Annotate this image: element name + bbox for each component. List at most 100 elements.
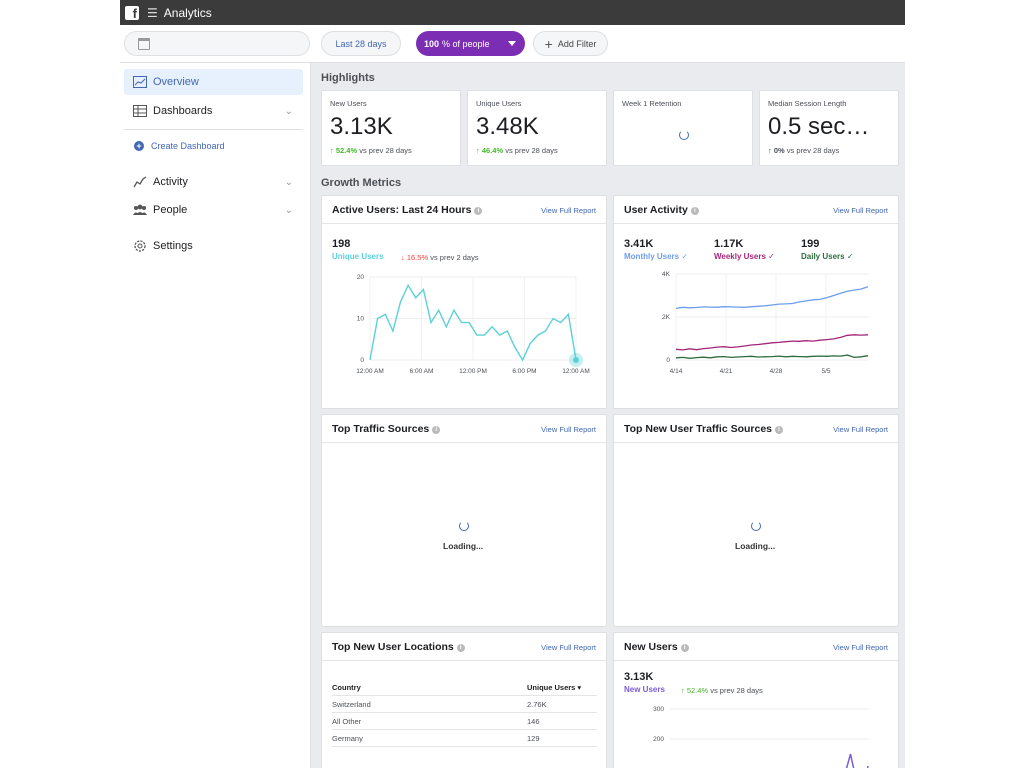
add-filter-button[interactable]: + Add Filter — [533, 31, 608, 56]
highlight-card-week1-retention[interactable]: Week 1 Retention — [613, 90, 753, 166]
x-tick-label: 12:00 AM — [562, 368, 589, 375]
highlight-card-new-users[interactable]: New Users 3.13K ↑ 52.4% vs prev 28 days — [321, 90, 461, 166]
highlight-delta: ↑ 0% vs prev 28 days — [768, 146, 839, 155]
delta-text: vs prev 28 days — [505, 146, 558, 155]
audience-dropdown[interactable]: 100 % of people — [416, 31, 525, 56]
chevron-down-icon[interactable]: ⌄ — [284, 204, 293, 216]
sidebar-item-overview[interactable]: Overview — [124, 69, 303, 95]
series-line-new-users — [845, 753, 869, 768]
y-tick-label: 2K — [662, 314, 671, 321]
metric-label: Weekly Users — [714, 252, 766, 261]
highlight-label: Unique Users — [476, 99, 522, 108]
caret-down-icon — [508, 41, 516, 46]
sidebar-item-label: Overview — [153, 76, 199, 88]
y-tick-label: 200 — [653, 736, 664, 743]
delta-text: vs prev 28 days — [710, 686, 763, 695]
sidebar-item-label: Settings — [153, 240, 193, 252]
highlight-card-session-length[interactable]: Median Session Length 0.5 sec… ↑ 0% vs p… — [759, 90, 899, 166]
x-tick-label: 5/5 — [821, 368, 830, 375]
info-icon[interactable]: i — [680, 644, 689, 652]
card-header: Top Traffic Sources i View Full Report — [322, 415, 606, 443]
sidebar-item-dashboards[interactable]: Dashboards ⌄ — [124, 98, 303, 124]
monthly-users-label[interactable]: Monthly Users ✓ — [624, 252, 688, 261]
line-chart-icon — [132, 74, 148, 90]
check-icon: ✓ — [681, 252, 689, 261]
view-full-report-link[interactable]: View Full Report — [833, 206, 888, 215]
highlight-delta: ↑ 52.4% vs prev 28 days — [330, 146, 412, 155]
card-title-text: User Activity — [624, 204, 688, 216]
card-header: New Users i View Full Report — [614, 633, 898, 661]
add-filter-label: Add Filter — [557, 38, 597, 49]
card-title: Active Users: Last 24 Hours i — [332, 204, 483, 216]
gear-icon — [132, 238, 148, 254]
highlight-card-unique-users[interactable]: Unique Users 3.48K ↑ 46.4% vs prev 28 da… — [467, 90, 607, 166]
view-full-report-link[interactable]: View Full Report — [833, 425, 888, 434]
sidebar-item-settings[interactable]: Settings — [124, 233, 303, 259]
view-full-report-link[interactable]: View Full Report — [833, 643, 888, 652]
card-header: Active Users: Last 24 Hours i View Full R… — [322, 196, 606, 224]
active-users-delta: ↓ 16.5% vs prev 2 days — [401, 253, 479, 262]
date-range-button[interactable]: Last 28 days — [321, 31, 401, 56]
table-row[interactable]: Germany 129 — [332, 730, 597, 747]
chevron-down-icon[interactable]: ⌄ — [284, 105, 293, 117]
top-traffic-sources-card: Top Traffic Sources i View Full Report Lo… — [321, 414, 607, 627]
dataset-selector[interactable] — [124, 31, 310, 56]
highlight-label: New Users — [330, 99, 367, 108]
info-icon[interactable]: i — [775, 426, 784, 434]
delta-value: 0% — [773, 146, 785, 155]
info-icon[interactable]: i — [474, 207, 483, 215]
card-title: New Users i — [624, 641, 689, 653]
card-header: Top New User Traffic Sources i View Full … — [614, 415, 898, 443]
facebook-logo[interactable]: f — [125, 5, 139, 21]
view-full-report-link[interactable]: View Full Report — [541, 643, 596, 652]
calendar-icon — [138, 38, 150, 50]
sidebar-item-people[interactable]: People ⌄ — [124, 197, 303, 223]
arrow-up-icon: ↑ — [476, 146, 482, 155]
metric-label: Daily Users — [801, 252, 845, 261]
highlight-value: 0.5 sec… — [768, 113, 870, 140]
view-full-report-link[interactable]: View Full Report — [541, 425, 596, 434]
weekly-users-label[interactable]: Weekly Users ✓ — [714, 252, 775, 261]
sidebar-item-label: Activity — [153, 176, 188, 188]
audience-value: 100 — [424, 38, 440, 49]
series-line-unique-users — [369, 283, 577, 362]
card-header: User Activity i View Full Report — [614, 196, 898, 224]
table-row[interactable]: Switzerland 2.76K — [332, 696, 597, 713]
card-title-text: Top Traffic Sources — [332, 423, 430, 435]
info-icon[interactable]: i — [456, 644, 465, 652]
view-full-report-link[interactable]: View Full Report — [541, 206, 596, 215]
daily-users-label[interactable]: Daily Users ✓ — [801, 252, 854, 261]
delta-text: vs prev 28 days — [359, 146, 412, 155]
unique-users-label: Unique Users — [332, 252, 384, 261]
hamburger-menu-icon[interactable]: ☰ — [147, 5, 158, 20]
arrow-up-icon: ↑ — [330, 146, 336, 155]
card-title: Top New User Locations i — [332, 641, 465, 653]
plus-icon: + — [544, 35, 553, 52]
chevron-down-icon[interactable]: ⌄ — [284, 176, 293, 188]
new-users-delta: ↑ 52.4% vs prev 28 days — [681, 686, 763, 695]
column-header-country[interactable]: Country — [332, 683, 361, 692]
active-users-chart: 0 10 20 12:00 AM 6:00 AM 12:00 PM 6:00 PM 12:00… — [356, 274, 589, 375]
y-tick-label: 0 — [666, 357, 670, 364]
top-new-user-traffic-sources-card: Top New User Traffic Sources i View Full … — [613, 414, 899, 627]
y-tick-label: 20 — [357, 274, 365, 281]
sidebar-item-activity[interactable]: Activity ⌄ — [124, 169, 303, 195]
x-tick-label: 12:00 PM — [459, 368, 487, 375]
delta-value: 46.4% — [481, 146, 504, 155]
card-title: User Activity i — [624, 204, 699, 216]
loading-spinner-icon — [459, 521, 469, 531]
info-icon[interactable]: i — [432, 426, 441, 434]
card-title-text: Active Users: Last 24 Hours — [332, 204, 472, 216]
user-activity-chart: 0 2K 4K 4/14 4/21 4/28 5/5 — [662, 271, 869, 375]
check-icon: ✓ — [768, 252, 775, 261]
column-header-unique-users[interactable]: Unique Users ▾ — [527, 683, 582, 692]
create-dashboard-link[interactable]: + Create Dashboard — [134, 141, 225, 151]
arrow-up-icon: ↑ — [681, 686, 687, 695]
arrow-down-icon: ↓ — [401, 253, 407, 262]
delta-text: vs prev 28 days — [786, 146, 840, 155]
info-icon[interactable]: i — [690, 207, 699, 215]
loading-spinner-icon — [751, 521, 761, 531]
sidebar: Overview Dashboards ⌄ + Create Dashboard… — [120, 63, 311, 768]
table-row[interactable]: All Other 146 — [332, 713, 597, 730]
highlight-delta: ↑ 46.4% vs prev 28 days — [476, 146, 558, 155]
